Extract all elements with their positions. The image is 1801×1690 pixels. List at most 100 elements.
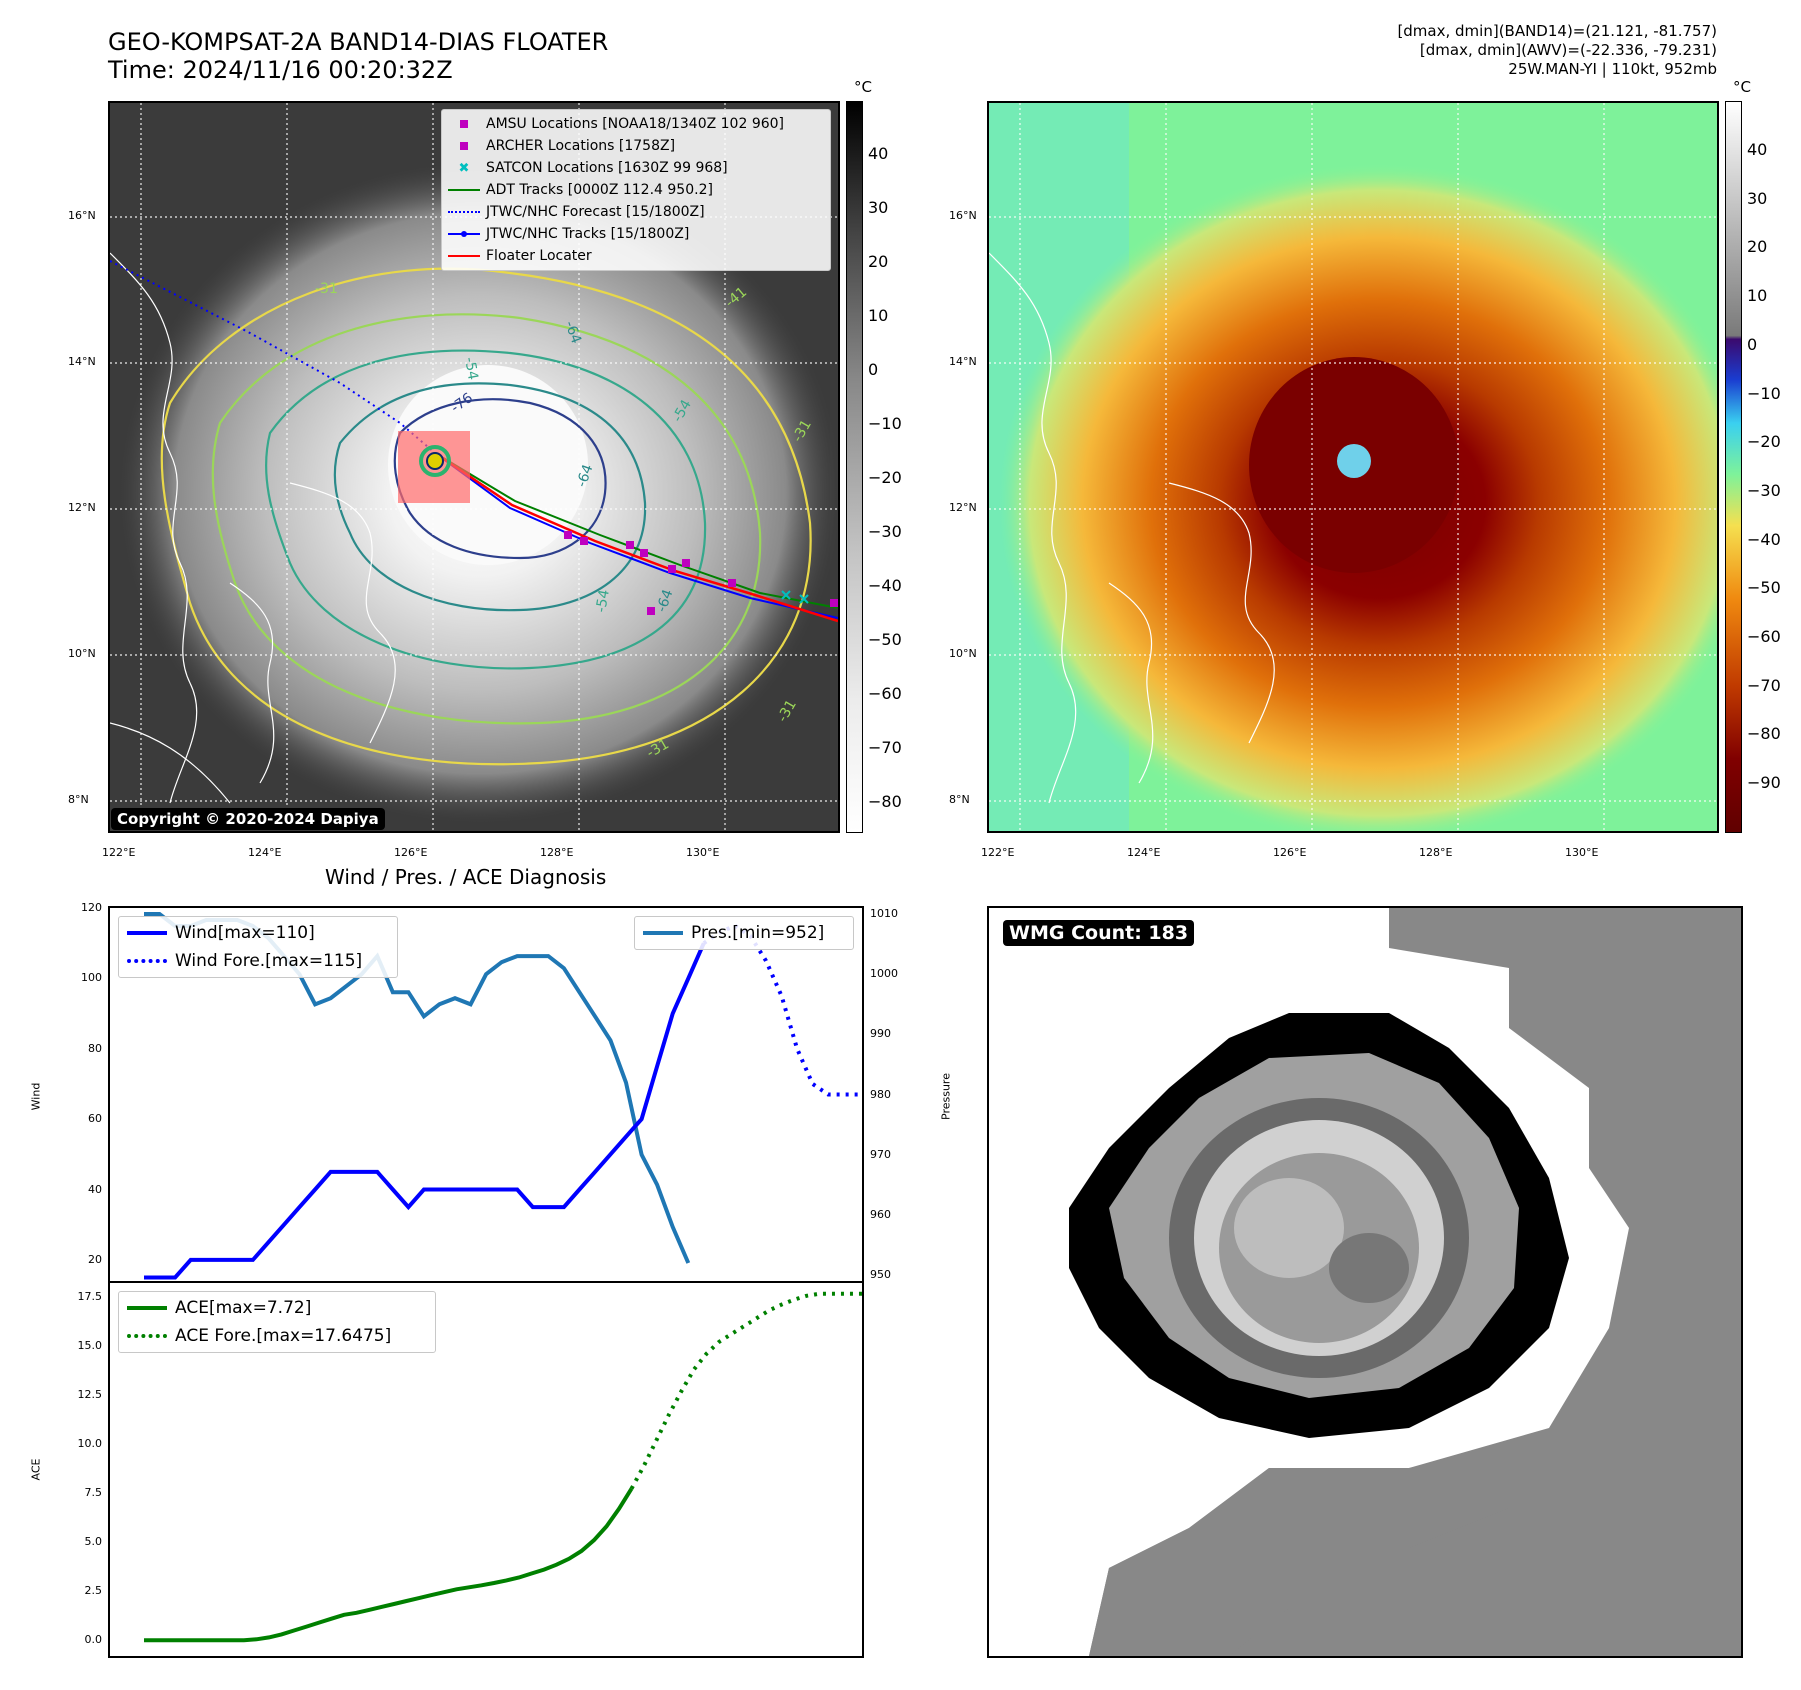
eye-ring: [419, 445, 451, 477]
ace-legend: ACE[max=7.72] ACE Fore.[max=17.6475]: [118, 1291, 436, 1353]
copyright-badge: Copyright © 2020-2024 Dapiya: [111, 808, 385, 830]
legend-line-icon: [119, 922, 175, 944]
lat-label: 10°N: [68, 647, 96, 660]
ace-axis-tick-label: 7.5: [84, 1486, 103, 1500]
contour-minus41: [211, 313, 762, 725]
wmg-inner-dark: [1329, 1233, 1409, 1303]
contour-label: -54: [593, 588, 613, 613]
lat-label: 8°N: [949, 793, 970, 806]
coastline-luzon: [989, 252, 1077, 804]
wind-pressure-panel: Wind[max=110] Wind Fore.[max=115] Pres.[…: [108, 906, 864, 1283]
pressure-legend: Pres.[min=952]: [634, 916, 854, 950]
pressure-axis-label: Pressure: [939, 1073, 953, 1120]
legend-item-wind: Wind[max=110]: [119, 919, 397, 947]
legend-item-jtwc-forecast: JTWC/NHC Forecast [15/1800Z]: [442, 201, 830, 223]
lat-label: 16°N: [949, 209, 977, 222]
ace-axis-label: ACE: [29, 1458, 43, 1481]
colorbar-color-tick-label: −10: [1747, 383, 1781, 403]
colorbar-color-tick-label: −60: [1747, 627, 1781, 646]
colorbar-unit: °C: [854, 78, 872, 96]
map-legend: AMSU Locations [NOAA18/1340Z 102 960] AR…: [441, 109, 831, 271]
legend-item-satcon: ✖ SATCON Locations [1630Z 99 968]: [442, 157, 830, 179]
amsu-archer-markers: [564, 531, 838, 615]
colorbar-color-tick-label: −90: [1747, 773, 1781, 793]
colorbar-color-tick-label: −80: [1747, 724, 1781, 744]
info-line1: [dmax, dmin](BAND14)=(21.121, -81.757): [1397, 22, 1717, 40]
wind-forecast-line: [702, 923, 862, 1098]
ace-axis-tick-label: 15.0: [77, 1338, 103, 1352]
legend-item-pressure: Pres.[min=952]: [635, 919, 853, 947]
info-line3: 25W.MAN-YI | 110kt, 952mb: [1508, 60, 1717, 78]
legend-x-icon: ✖: [458, 160, 470, 176]
wind-axis-tick-label: 100: [81, 971, 102, 985]
lon-label: 122°E: [981, 846, 1015, 859]
colorbar-gray-tick-label: −30: [868, 522, 902, 541]
legend-square-icon: [442, 135, 486, 157]
lat-label: 14°N: [949, 355, 977, 368]
legend-label: ACE Fore.[max=17.6475]: [175, 1326, 392, 1346]
legend-item-amsu: AMSU Locations [NOAA18/1340Z 102 960]: [442, 113, 830, 135]
legend-item-floater: Floater Locater: [442, 245, 830, 267]
colorbar-gray-tick-label: −70: [868, 738, 902, 757]
coastline-samar: [1168, 482, 1275, 744]
colorbar-gray-tick-label: 30: [868, 198, 889, 217]
chart-title-line2: Time: 2024/11/16 00:20:32Z: [108, 56, 453, 84]
pressure-axis-tick-label: 1010: [870, 907, 898, 921]
legend-square-icon: [442, 113, 486, 135]
wind-axis-label: Wind: [29, 1082, 43, 1111]
legend-item-wind-forecast: Wind Fore.[max=115]: [119, 947, 397, 975]
colorbar-unit: °C: [1733, 78, 1751, 96]
colorbar-color-tick-label: 20: [1747, 237, 1768, 257]
colorbar-color-tick-label: −20: [1747, 432, 1781, 452]
contour-label: -64: [654, 587, 677, 614]
wind-axis-tick-label: 20: [88, 1252, 102, 1266]
contour-minus64: [333, 382, 647, 612]
legend-dotted-line-icon: [442, 201, 486, 223]
wmg-gray-lower: [1089, 1448, 1509, 1656]
lat-label: 14°N: [68, 355, 96, 368]
floater-locater-track: [434, 451, 838, 623]
coastline-luzon: [110, 252, 198, 804]
lat-label: 16°N: [68, 209, 96, 222]
ace-line: [144, 1487, 634, 1643]
lon-label: 126°E: [1273, 846, 1307, 859]
legend-label: Wind Fore.[max=115]: [175, 951, 363, 971]
legend-label: ACE[max=7.72]: [175, 1298, 312, 1318]
colorbar-color: [1725, 101, 1742, 833]
legend-line-icon: [442, 179, 486, 201]
legend-line-icon: [635, 922, 691, 944]
colorbar-color-tick-label: 0: [1747, 334, 1758, 354]
ace-axis-tick-label: 12.5: [77, 1387, 103, 1401]
legend-item-archer: ARCHER Locations [1758Z]: [442, 135, 830, 157]
pressure-axis-tick-label: 990: [870, 1027, 891, 1041]
eye-center: [426, 452, 444, 470]
ace-plot: [144, 1291, 862, 1643]
wmg-panel: WMG Count: 183: [987, 906, 1743, 1658]
map-gridlines: [989, 103, 1717, 831]
coastline-leyte: [229, 582, 275, 784]
contour-label: -54: [461, 356, 481, 381]
colorbar-gray-tick-label: −40: [868, 576, 902, 595]
legend-line-icon: [442, 245, 486, 267]
pressure-axis-tick-label: 970: [870, 1147, 891, 1161]
coastline-samar: [289, 482, 396, 744]
legend-dotted-line-icon: [119, 1325, 175, 1347]
ace-axis-tick-label: 17.5: [77, 1289, 103, 1303]
colorbar-gray-tick-label: −60: [868, 684, 902, 703]
colorbar-color-tick-label: −40: [1747, 529, 1781, 549]
wind-legend: Wind[max=110] Wind Fore.[max=115]: [118, 916, 398, 978]
wind-axis-tick-label: 60: [88, 1112, 102, 1126]
lat-label: 10°N: [949, 647, 977, 660]
colorbar-color-tick-label: 30: [1747, 188, 1768, 208]
legend-dotted-line-icon: [119, 950, 175, 972]
legend-item-jtwc-tracks: JTWC/NHC Tracks [15/1800Z]: [442, 223, 830, 245]
pressure-axis-tick-label: 1000: [870, 967, 898, 981]
legend-item-adt: ADT Tracks [0000Z 112.4 950.2]: [442, 179, 830, 201]
contour-label: -64: [561, 319, 584, 346]
wind-axis-tick-label: 40: [88, 1182, 102, 1196]
lon-label: 124°E: [1127, 846, 1161, 859]
colorbar-gray-tick-label: −10: [868, 414, 902, 433]
colorized-map-svg: [989, 103, 1717, 831]
lat-label: 12°N: [68, 501, 96, 514]
coastline-mindanao: [110, 722, 231, 804]
